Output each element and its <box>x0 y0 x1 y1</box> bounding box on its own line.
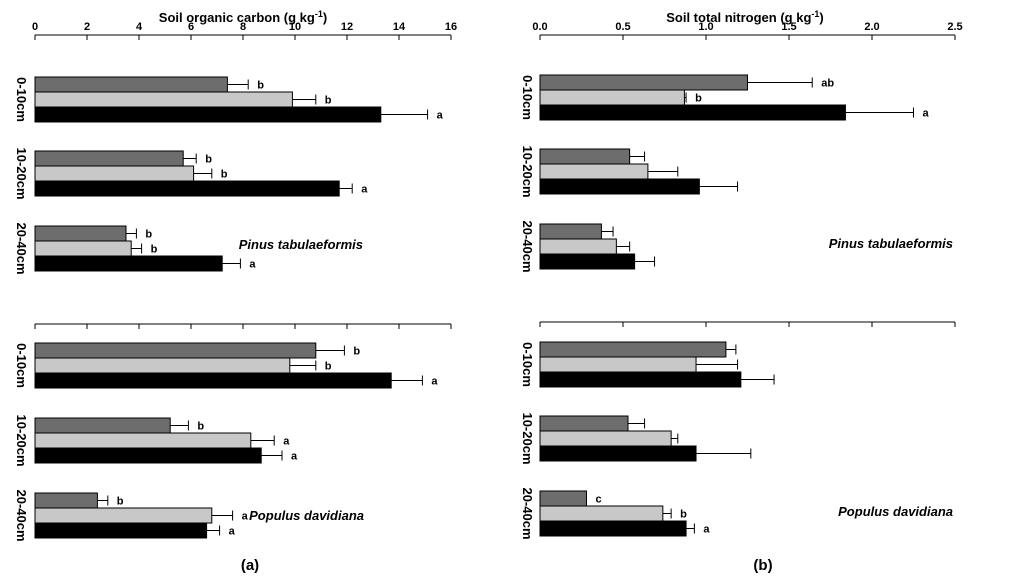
bar <box>34 522 208 539</box>
x-tick-label: 8 <box>240 21 246 33</box>
significance-label: b <box>325 361 332 373</box>
bar <box>34 417 171 434</box>
depth-label: 10-20cm <box>14 147 29 199</box>
x-tick-label: 10 <box>289 21 301 33</box>
bar <box>34 180 340 197</box>
bar <box>539 505 664 522</box>
bar <box>539 238 617 255</box>
bar <box>34 507 213 524</box>
significance-label: a <box>361 184 368 196</box>
bar <box>34 76 228 93</box>
bar <box>539 341 727 358</box>
depth-label: 0-10cm <box>14 77 29 122</box>
bar <box>539 104 846 121</box>
bar <box>539 430 672 447</box>
bar <box>539 520 687 537</box>
bar <box>34 165 195 182</box>
species-label: Populus davidiana <box>249 508 364 523</box>
significance-label: a <box>283 436 290 448</box>
significance-label: b <box>221 169 228 181</box>
significance-label: a <box>431 376 438 388</box>
bar <box>34 492 98 509</box>
significance-label: b <box>695 93 702 105</box>
species-label: Pinus tabulaeformis <box>829 236 953 251</box>
depth-label: 10-20cm <box>520 145 535 197</box>
significance-label: a <box>923 108 930 120</box>
bar <box>539 490 587 507</box>
significance-label: a <box>291 451 298 463</box>
x-tick-label: 0 <box>32 21 38 33</box>
bar <box>539 223 602 240</box>
x-tick-label: 1.0 <box>698 21 713 33</box>
depth-label: 20-40cm <box>520 220 535 272</box>
x-tick-label: 12 <box>341 21 353 33</box>
significance-label: b <box>353 346 360 358</box>
bar <box>34 342 317 359</box>
bar <box>539 356 697 373</box>
depth-label: 20-40cm <box>14 489 29 541</box>
significance-label: ab <box>821 78 834 90</box>
bar <box>34 106 382 123</box>
depth-label: 10-20cm <box>14 414 29 466</box>
significance-label: a <box>229 526 236 538</box>
x-tick-label: 14 <box>393 21 406 33</box>
depth-label: 0-10cm <box>14 343 29 388</box>
x-tick-label: 16 <box>445 21 457 33</box>
significance-label: b <box>257 80 264 92</box>
chart-panel-a: Soil organic carbon (g kg-1) 0 2 4 6 8 10 12 14 1… <box>14 9 457 574</box>
significance-label: b <box>117 496 124 508</box>
significance-label: a <box>437 110 444 122</box>
bar <box>539 163 649 180</box>
bar <box>34 447 262 464</box>
bar <box>539 178 700 195</box>
bar <box>539 445 697 462</box>
significance-label: c <box>595 494 601 506</box>
bar <box>34 432 252 449</box>
significance-label: a <box>703 524 710 536</box>
depth-label: 20-40cm <box>520 487 535 539</box>
bar <box>34 91 293 108</box>
bar <box>539 253 636 270</box>
significance-label: a <box>249 259 256 271</box>
species-label: Pinus tabulaeformis <box>239 237 363 252</box>
depth-label: 0-10cm <box>520 75 535 120</box>
x-tick-label: 4 <box>136 21 143 33</box>
bar <box>34 357 291 374</box>
x-tick-label: 0.0 <box>532 21 547 33</box>
panel-label: (b) <box>753 557 772 574</box>
chart-title: Soil organic carbon (g kg-1) <box>159 9 327 25</box>
x-tick-label: 6 <box>188 21 194 33</box>
depth-label: 0-10cm <box>520 342 535 387</box>
bar <box>34 150 184 167</box>
significance-label: b <box>325 95 332 107</box>
species-label: Populus davidiana <box>838 504 953 519</box>
significance-label: b <box>680 509 687 521</box>
significance-label: b <box>197 421 204 433</box>
bar <box>539 89 685 106</box>
depth-label: 20-40cm <box>14 222 29 274</box>
bar <box>539 148 631 165</box>
bar <box>539 415 629 432</box>
x-tick-label: 2.0 <box>864 21 879 33</box>
depth-label: 10-20cm <box>520 412 535 464</box>
significance-label: a <box>242 511 249 523</box>
x-tick-label: 2 <box>84 21 90 33</box>
bar <box>34 255 223 272</box>
chart-panel-b: Soil total nitrogen (g kg-1) 0.0 0.5 1.0 1.5… <box>520 9 963 574</box>
significance-label: b <box>145 229 152 241</box>
significance-label: b <box>151 244 158 256</box>
panel-label: (a) <box>241 557 259 574</box>
bar <box>34 225 127 242</box>
bar <box>34 372 392 389</box>
bar <box>539 74 748 91</box>
bar <box>539 371 742 388</box>
chart-title: Soil total nitrogen (g kg-1) <box>666 9 824 25</box>
x-tick-label: 2.5 <box>947 21 962 33</box>
bar <box>34 240 132 257</box>
x-tick-label: 0.5 <box>615 21 630 33</box>
significance-label: b <box>205 154 212 166</box>
x-tick-label: 1.5 <box>781 21 796 33</box>
